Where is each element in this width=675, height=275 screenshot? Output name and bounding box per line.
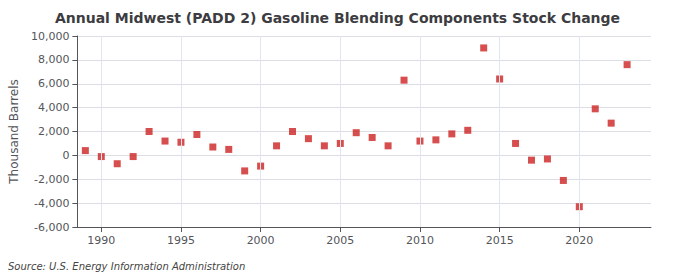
svg-text:8,000: 8,000 (38, 53, 70, 66)
svg-text:1995: 1995 (167, 234, 195, 247)
svg-text:2015: 2015 (486, 234, 514, 247)
svg-text:4,000: 4,000 (38, 101, 70, 114)
svg-text:2020: 2020 (565, 234, 593, 247)
svg-text:1990: 1990 (87, 234, 115, 247)
svg-text:2000: 2000 (247, 234, 275, 247)
svg-text:6,000: 6,000 (38, 77, 70, 90)
svg-text:-2,000: -2,000 (34, 173, 69, 186)
svg-text:Annual Midwest (PADD 2) Gasoli: Annual Midwest (PADD 2) Gasoline Blendin… (55, 10, 620, 26)
svg-text:10,000: 10,000 (31, 30, 70, 43)
svg-text:2010: 2010 (406, 234, 434, 247)
svg-text:0: 0 (62, 149, 69, 162)
svg-text:2005: 2005 (326, 234, 354, 247)
svg-text:2,000: 2,000 (38, 125, 70, 138)
svg-text:-6,000: -6,000 (34, 221, 69, 234)
svg-text:-4,000: -4,000 (34, 197, 69, 210)
svg-text:Thousand Barrels: Thousand Barrels (7, 79, 21, 184)
svg-text:Source: U.S. Energy Informatio: Source: U.S. Energy Information Administ… (8, 261, 245, 272)
